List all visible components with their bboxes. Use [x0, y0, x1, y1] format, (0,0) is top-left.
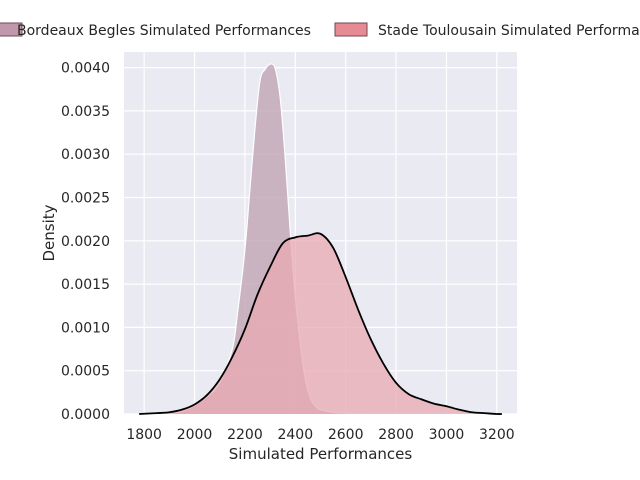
x-tick-label: 2000	[177, 427, 213, 443]
x-axis-label: Simulated Performances	[229, 445, 413, 463]
y-tick-label: 0.0010	[61, 320, 110, 336]
y-tick-label: 0.0040	[61, 61, 110, 77]
y-tick-label: 0.0000	[61, 407, 110, 423]
y-tick-label: 0.0030	[61, 147, 110, 163]
legend-swatch-bordeaux	[0, 22, 23, 37]
y-tick-label: 0.0035	[61, 104, 110, 120]
x-tick-label: 2200	[227, 427, 263, 443]
y-tick-label: 0.0020	[61, 234, 110, 250]
x-tick-label: 3200	[479, 427, 515, 443]
x-tick-label: 2800	[378, 427, 414, 443]
y-tick-label: 0.0015	[61, 277, 110, 293]
legend-swatch-toulousain	[334, 22, 368, 37]
legend-label-bordeaux: Bordeaux Begles Simulated Performances	[17, 23, 311, 39]
density-areas	[139, 63, 502, 415]
y-axis-ticks: 0.0000 0.0005 0.0010 0.0015 0.0020 0.0025 0.00…	[61, 61, 110, 423]
density-area-toulousain-line	[139, 232, 502, 415]
density-area-toulousain-fill	[139, 233, 502, 415]
y-axis-label: Density	[40, 204, 58, 261]
y-tick-label: 0.0005	[61, 364, 110, 380]
y-tick-label: 0.0025	[61, 190, 110, 206]
x-tick-label: 2600	[328, 427, 364, 443]
legend-label-toulousain: Stade Toulousain Simulated Performances	[378, 23, 640, 39]
x-tick-label: 2400	[277, 427, 313, 443]
x-tick-label: 1800	[126, 427, 162, 443]
x-axis-ticks: 1800 2000 2200 2400 2600 2800 3000 3200	[126, 427, 514, 443]
x-tick-label: 3000	[429, 427, 465, 443]
legend: Bordeaux Begles Simulated Performances S…	[0, 22, 640, 39]
